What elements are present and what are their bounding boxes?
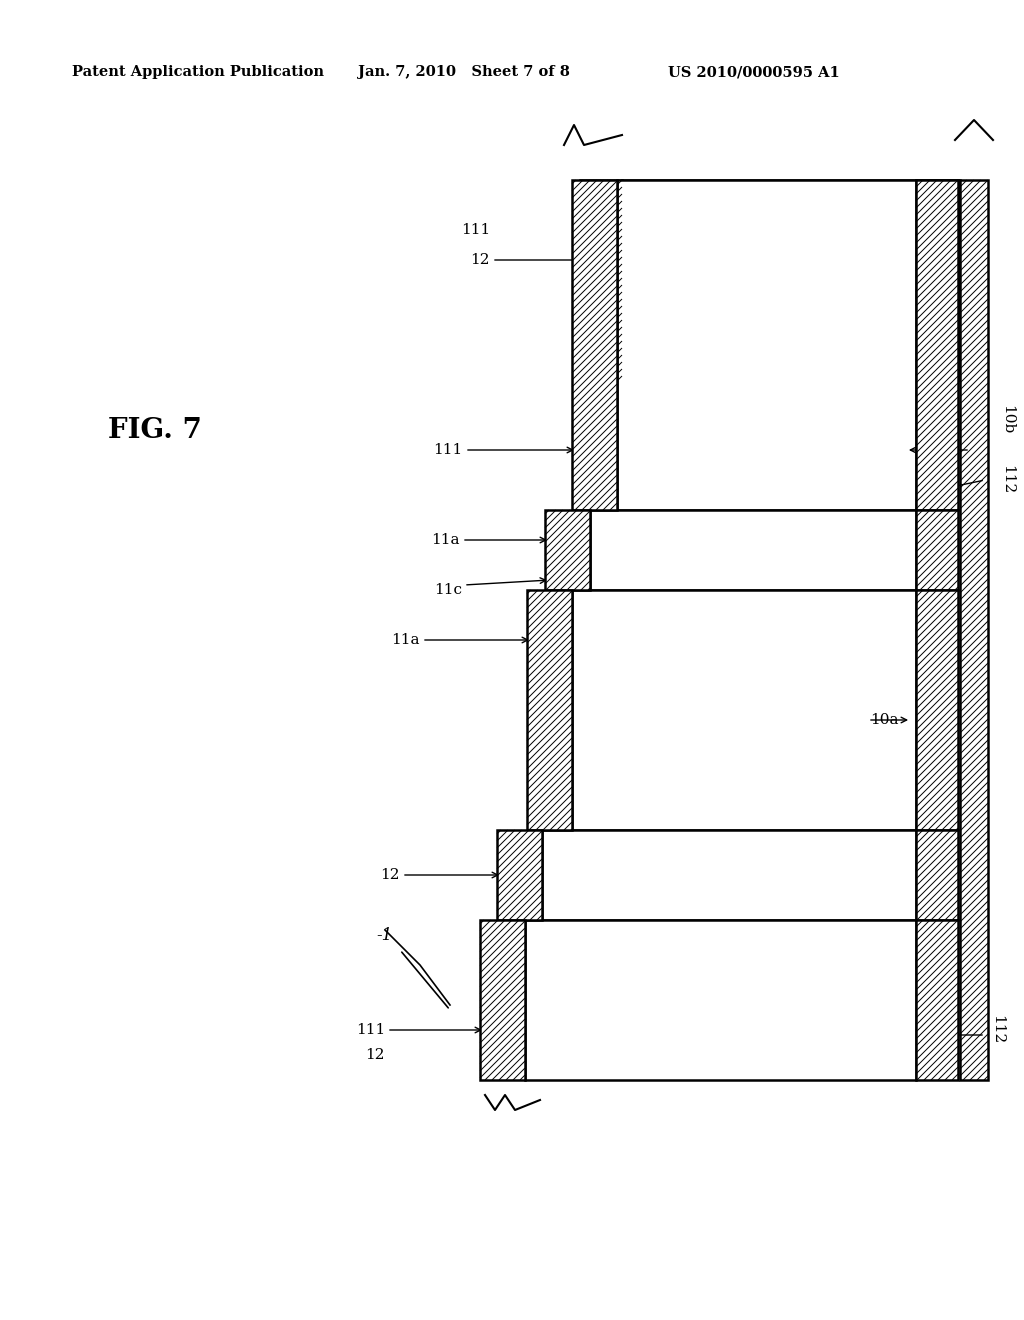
Bar (527, 590, 572, 830)
Bar (916, 180, 958, 380)
Bar (580, 180, 622, 380)
Bar (525, 920, 916, 1080)
Bar (961, 180, 988, 1080)
Bar (572, 590, 916, 830)
Bar (617, 180, 916, 510)
Text: 11a: 11a (391, 634, 420, 647)
Text: 111: 111 (433, 444, 462, 457)
Text: 12: 12 (470, 253, 490, 267)
Text: US 2010/0000595 A1: US 2010/0000595 A1 (668, 65, 840, 79)
Text: 11c: 11c (434, 583, 462, 597)
Bar (622, 180, 961, 380)
Text: 12: 12 (381, 869, 400, 882)
Bar (497, 830, 542, 920)
Text: 11a: 11a (431, 533, 460, 546)
Text: 111: 111 (461, 223, 490, 238)
Text: Patent Application Publication: Patent Application Publication (72, 65, 324, 79)
Bar (916, 510, 958, 590)
Bar (916, 830, 958, 920)
Bar (916, 590, 958, 830)
Text: 111: 111 (355, 1023, 385, 1038)
Bar (545, 510, 590, 590)
Text: 10b: 10b (1000, 405, 1014, 434)
Bar (542, 830, 916, 920)
Text: 12: 12 (366, 1048, 385, 1063)
Text: Jan. 7, 2010   Sheet 7 of 8: Jan. 7, 2010 Sheet 7 of 8 (358, 65, 570, 79)
Text: 112: 112 (1000, 466, 1014, 495)
Bar (916, 180, 958, 510)
Text: -1: -1 (377, 927, 393, 944)
Text: FIG. 7: FIG. 7 (108, 417, 202, 444)
Bar (572, 180, 617, 510)
Bar (480, 920, 525, 1080)
Bar (590, 510, 916, 590)
Text: 112: 112 (990, 1015, 1004, 1044)
Bar (916, 920, 958, 1080)
Text: 10a: 10a (870, 713, 898, 727)
